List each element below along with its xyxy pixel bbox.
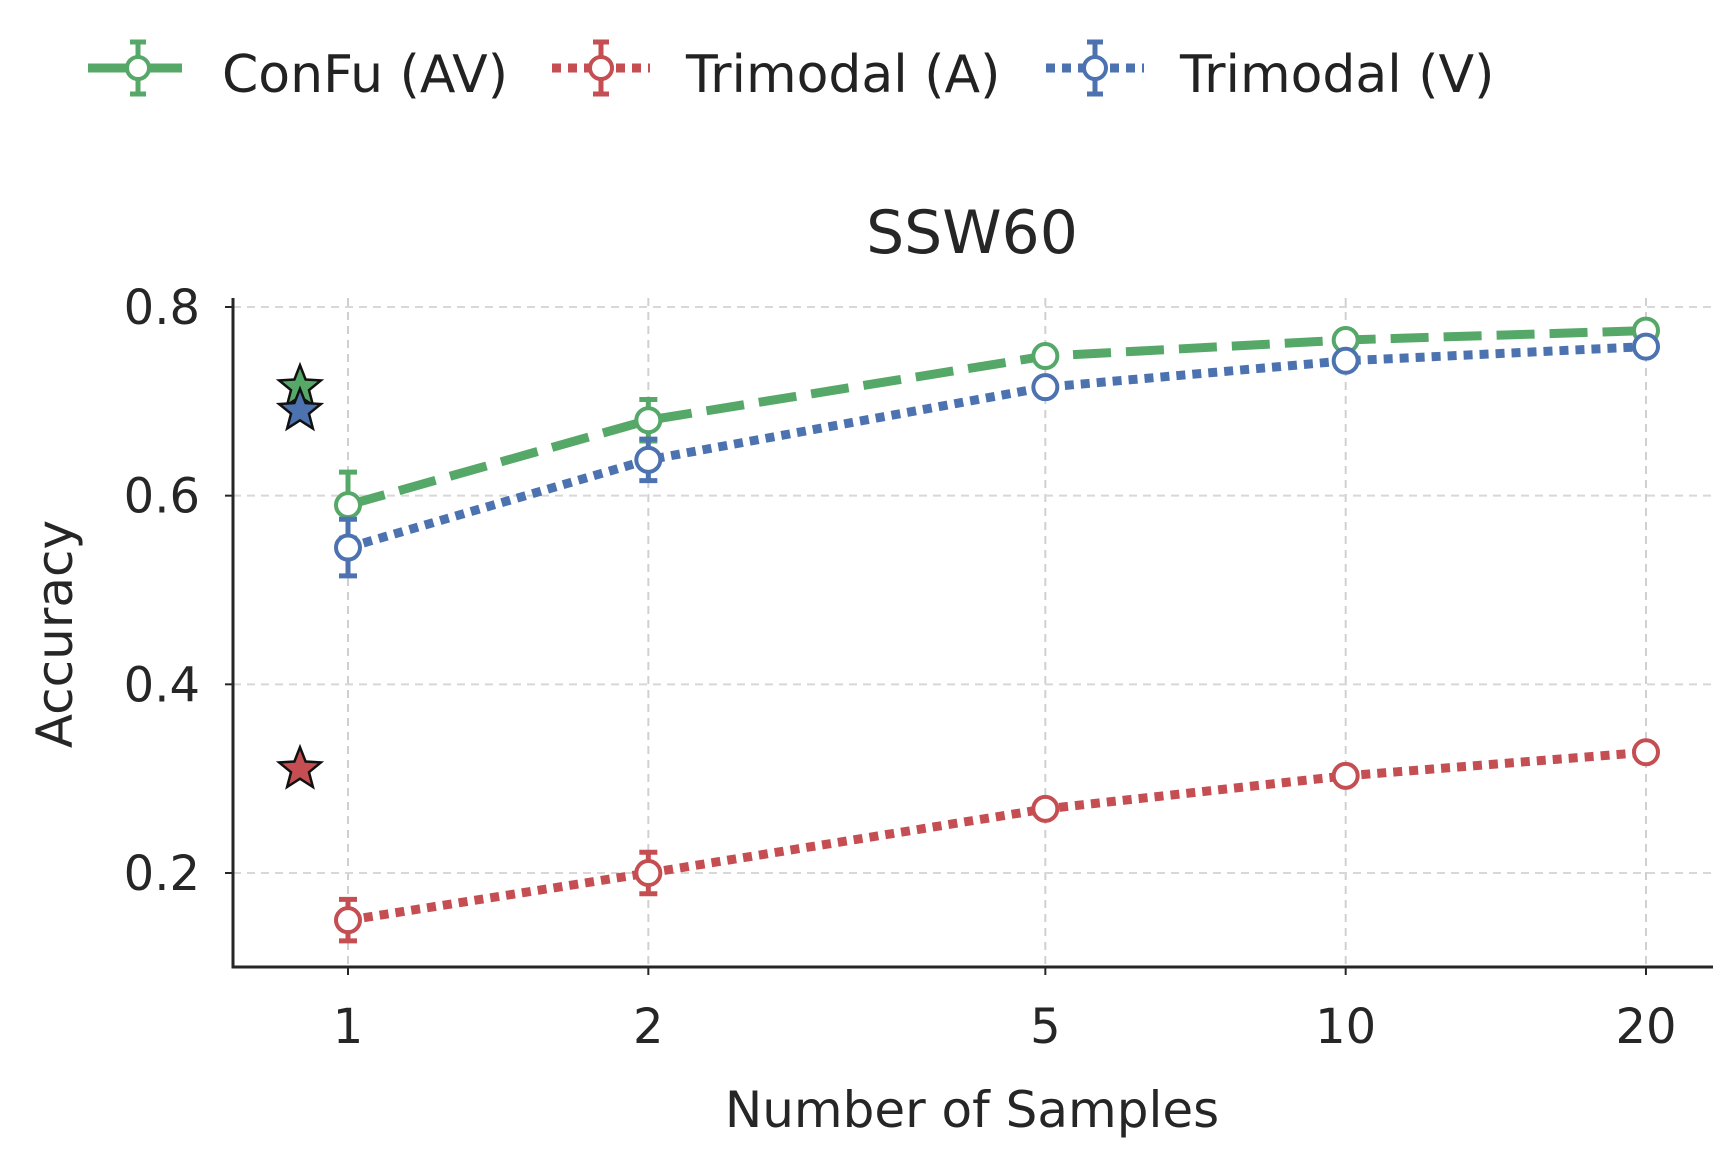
y-tick-label: 0.4: [124, 657, 200, 713]
x-axis-label: Number of Samples: [725, 1081, 1219, 1139]
data-point-trimodal-a: [1331, 761, 1360, 790]
legend-label-trimodal-a: Trimodal (A): [686, 45, 1001, 105]
plot-area: 1 2 5 10 20 0.2 0.4 0.6 0.8: [124, 280, 1713, 1055]
data-point-confu-av: [634, 406, 663, 435]
data-point-trimodal-a: [1632, 738, 1660, 767]
legend-swatch-trimodal-a: [552, 39, 650, 97]
legend-item-trimodal-v[interactable]: Trimodal (V): [1046, 30, 1494, 120]
data-point-trimodal-v: [634, 445, 663, 474]
series-line-trimodal-v: [346, 342, 1647, 552]
x-tick-label: 2: [633, 999, 664, 1055]
y-axis-label: Accuracy: [26, 520, 84, 748]
series-line-trimodal-a: [347, 747, 1647, 925]
data-point-trimodal-a: [1031, 794, 1060, 823]
x-tick-label: 5: [1030, 999, 1061, 1055]
chart-title: SSW60: [866, 198, 1078, 268]
data-point-trimodal-v: [1331, 346, 1360, 375]
legend-label-confu-av: ConFu (AV): [222, 45, 509, 105]
legend-item-confu-av[interactable]: ConFu (AV): [88, 30, 508, 120]
x-tick-label: 20: [1615, 999, 1676, 1055]
legend-item-trimodal-a[interactable]: Trimodal (A): [552, 30, 1000, 120]
data-point-trimodal-v: [334, 533, 362, 562]
data-point-trimodal-a: [334, 906, 362, 935]
x-tick-label: 1: [333, 999, 364, 1055]
data-point-trimodal-a: [634, 859, 663, 887]
data-point-confu-av: [1031, 342, 1060, 371]
legend-swatch-trimodal-v: [1046, 39, 1144, 97]
y-tick-label: 0.6: [124, 469, 200, 525]
data-point-trimodal-v: [1632, 332, 1660, 361]
baseline-star-trimodal-a: [275, 743, 325, 790]
x-tick-label: 10: [1315, 999, 1376, 1055]
legend-label-trimodal-v: Trimodal (V): [1180, 45, 1495, 105]
data-point-trimodal-v: [1031, 373, 1060, 402]
legend: ConFu (AV) Trimodal (A) Trimodal (V): [0, 30, 1735, 120]
legend-swatch-confu-av: [88, 39, 182, 97]
y-tick-label: 0.8: [124, 280, 200, 336]
data-point-confu-av: [334, 491, 362, 520]
y-tick-label: 0.2: [124, 846, 200, 902]
baseline-star-trimodal-v: [275, 385, 325, 432]
